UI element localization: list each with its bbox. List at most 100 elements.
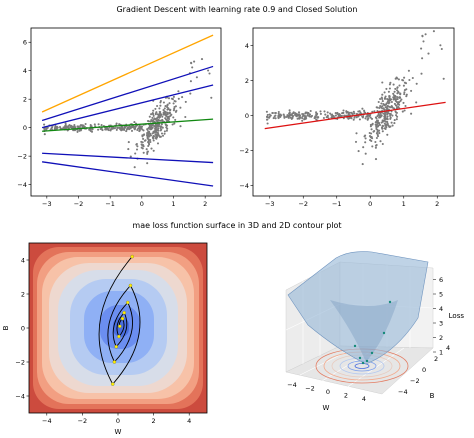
data-point	[152, 149, 155, 152]
data-point	[397, 78, 400, 81]
data-point	[386, 112, 389, 115]
data-point	[154, 107, 157, 110]
data-point	[175, 109, 178, 112]
data-point	[415, 101, 418, 104]
data-point	[137, 127, 140, 130]
data-point	[150, 118, 153, 122]
data-point	[55, 125, 59, 128]
data-point	[365, 115, 368, 118]
data-point	[115, 122, 118, 125]
data-point	[301, 119, 304, 122]
data-point	[142, 151, 145, 154]
data-point	[322, 116, 325, 120]
data-point	[323, 110, 326, 113]
data-point	[152, 120, 155, 123]
data-point	[296, 117, 299, 120]
data-point	[58, 125, 62, 129]
data-point	[374, 121, 377, 124]
data-point	[384, 116, 387, 119]
w-axis-label: W	[323, 404, 330, 412]
data-point	[367, 117, 370, 120]
data-point	[172, 109, 175, 112]
data-point	[169, 108, 172, 111]
data-point	[273, 115, 276, 118]
data-point	[153, 117, 156, 120]
data-point	[142, 137, 145, 140]
data-point	[375, 125, 378, 128]
data-point	[163, 107, 166, 110]
data-point	[288, 111, 291, 114]
data-point	[387, 90, 390, 93]
data-point	[369, 139, 372, 142]
data-point	[395, 104, 398, 107]
data-point	[150, 147, 153, 150]
data-point	[389, 113, 392, 116]
loss-tick-label: 4	[439, 305, 443, 313]
data-point	[395, 111, 398, 114]
data-point	[386, 122, 389, 125]
data-point	[381, 81, 384, 84]
data-point	[90, 130, 94, 133]
data-point	[364, 137, 367, 140]
closed-solution-scatter-plot: −3 −2 −1 0 1 2 −4 −2 0 2 4	[239, 27, 455, 208]
data-point	[315, 114, 318, 117]
data-point	[127, 148, 130, 151]
data-point	[292, 111, 295, 114]
data-point	[173, 107, 176, 110]
data-point	[355, 116, 358, 119]
data-point	[405, 93, 408, 96]
data-point	[140, 146, 143, 149]
data-point	[390, 100, 393, 104]
data-point	[352, 118, 355, 121]
b-axis-label: B	[430, 392, 435, 400]
data-point	[384, 120, 388, 123]
regression-line-red	[264, 101, 446, 130]
data-point	[146, 137, 149, 140]
data-point	[381, 105, 384, 108]
data-point	[415, 82, 418, 85]
data-point	[181, 96, 184, 99]
data-point	[371, 122, 374, 125]
data-point	[442, 77, 445, 80]
data-point	[135, 143, 138, 146]
data-point	[150, 127, 153, 130]
data-point	[97, 123, 100, 126]
data-point	[210, 96, 213, 99]
data-point	[388, 87, 391, 90]
data-point	[160, 132, 164, 135]
data-point	[135, 148, 139, 151]
data-point	[393, 94, 396, 97]
regression-line-blue	[41, 65, 214, 122]
data-point	[403, 91, 406, 94]
data-point	[324, 113, 327, 116]
data-point	[375, 136, 378, 140]
data-point	[378, 129, 381, 132]
data-point	[158, 110, 161, 113]
data-point	[338, 113, 341, 116]
data-point	[177, 90, 180, 93]
data-point	[184, 100, 187, 103]
x-tick-label: −1	[105, 200, 115, 208]
data-point	[397, 90, 400, 93]
data-point	[152, 114, 155, 117]
y-tick-label: 2	[245, 77, 249, 85]
data-point	[369, 116, 372, 119]
data-point	[384, 114, 387, 117]
data-point	[268, 116, 271, 119]
data-point	[303, 114, 306, 118]
data-point	[150, 113, 153, 116]
data-point	[293, 113, 297, 116]
data-point	[271, 111, 274, 115]
data-point	[374, 146, 377, 149]
regression-line-blue	[41, 161, 214, 187]
y-tick-label: 4	[245, 42, 249, 50]
x-tick-label: 0	[116, 417, 120, 425]
data-point	[159, 99, 162, 103]
data-point	[207, 69, 210, 72]
data-point	[173, 122, 176, 125]
data-point	[288, 109, 291, 112]
data-point	[123, 126, 126, 129]
data-point	[127, 141, 130, 144]
data-point	[334, 114, 337, 117]
data-point	[392, 107, 396, 110]
